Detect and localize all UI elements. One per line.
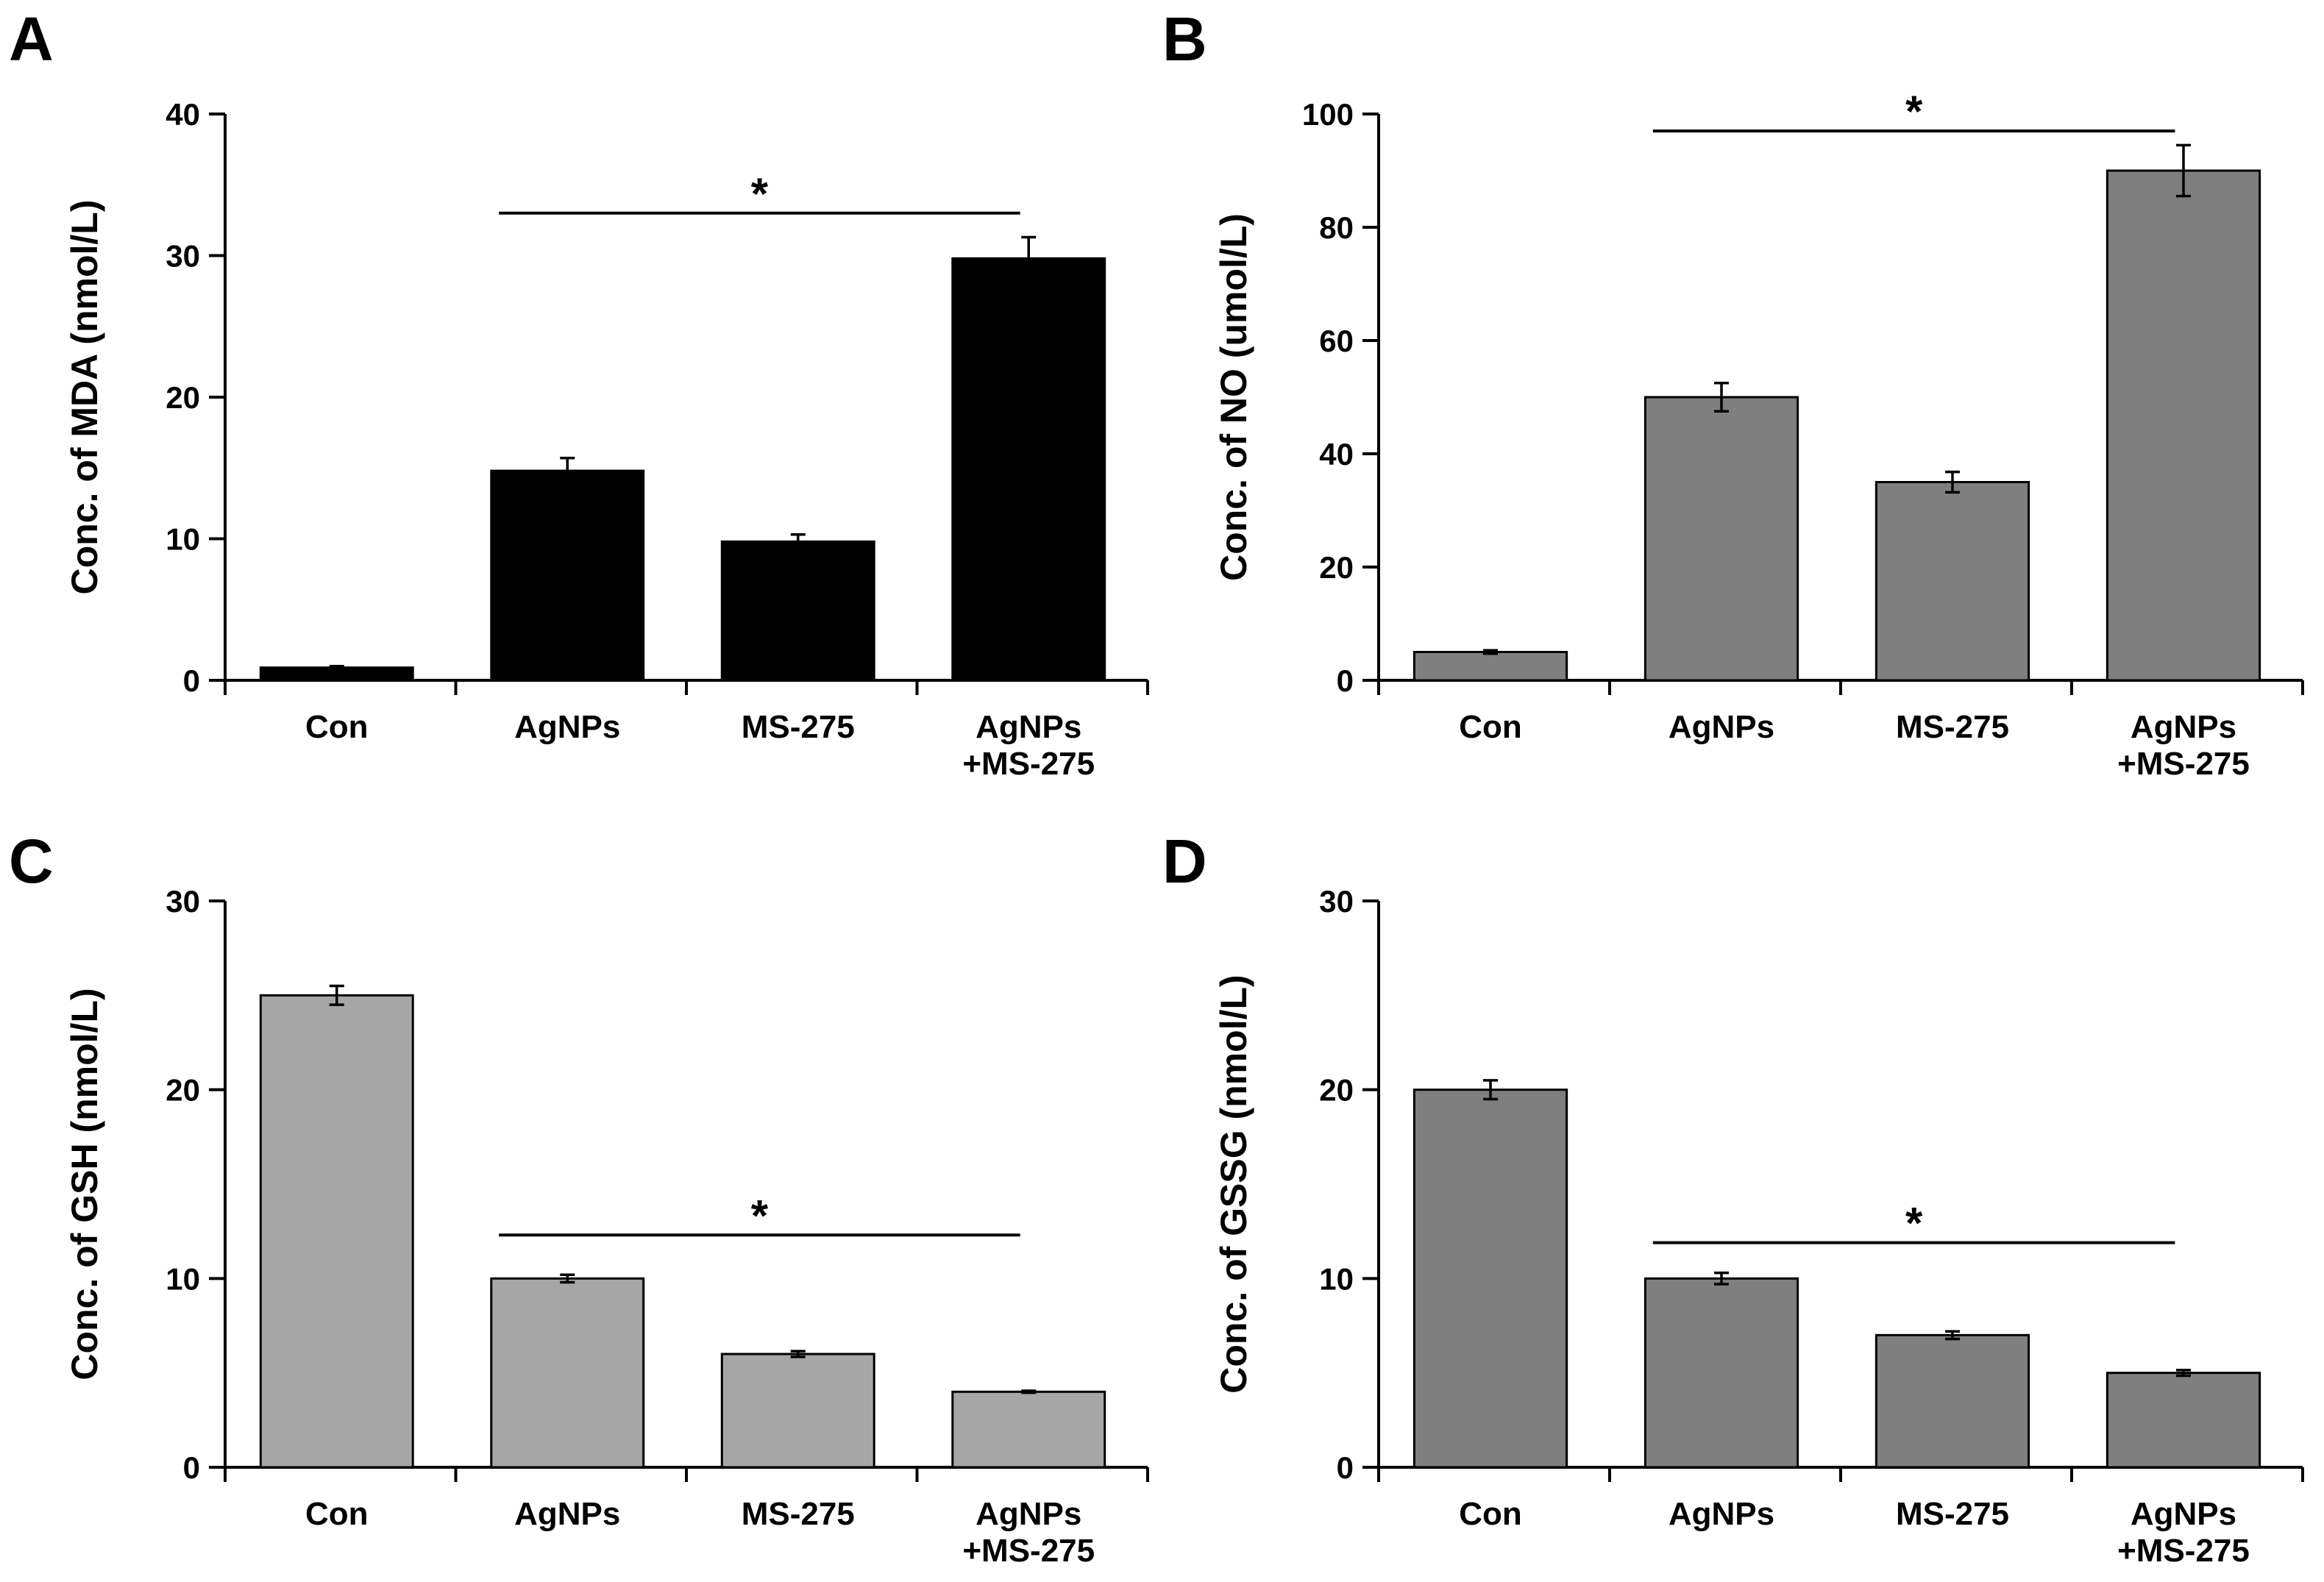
x-category-label: MS-275: [1896, 709, 2009, 745]
x-category-label: MS-275: [742, 709, 855, 745]
x-category-label: AgNPs: [2131, 709, 2236, 745]
y-tick-label: 100: [1302, 97, 1354, 132]
bar-2: [490, 1277, 645, 1469]
y-axis-label: Conc. of NO (umol/L): [1213, 213, 1254, 581]
y-tick-label: 30: [166, 239, 200, 274]
bar-3: [720, 1353, 875, 1469]
y-tick-label: 20: [1319, 550, 1354, 585]
y-tick-label: 10: [1319, 1261, 1354, 1296]
y-tick-label: 40: [1319, 437, 1354, 471]
bar-2: [1643, 396, 1799, 682]
bar-4: [2106, 169, 2261, 682]
significance-star: *: [1905, 1199, 1923, 1248]
y-tick-label: 10: [166, 522, 200, 557]
x-category-label: +MS-275: [962, 1533, 1095, 1569]
y-tick-label: 0: [1337, 1450, 1354, 1485]
y-axis-label: Conc. of GSH (nmol/L): [64, 988, 105, 1380]
x-category-label: MS-275: [742, 1496, 855, 1532]
y-tick-label: 20: [1319, 1073, 1354, 1108]
panel-letter: D: [1162, 827, 1207, 896]
x-category-label: AgNPs: [514, 709, 620, 745]
panel-d: D Conc. of GSSG (nmol/L) 0 10 20 30 Con AgNPs MS…: [1162, 827, 2304, 1569]
x-category-label: AgNPs: [1669, 1496, 1774, 1532]
bar-4: [951, 257, 1106, 682]
bar-3: [1875, 481, 2030, 682]
x-category-label: MS-275: [1896, 1496, 2009, 1532]
x-category-label: Con: [305, 709, 369, 745]
panel-a: A Conc. of MDA (nmol/L) 0 10 20 30 40 Con AgNPs M…: [9, 4, 1149, 782]
x-category-label: Con: [305, 1496, 369, 1532]
panel-letter: C: [9, 827, 54, 896]
x-category-label: +MS-275: [2117, 1533, 2250, 1569]
bar-3: [720, 540, 875, 682]
bar-3: [1875, 1333, 2030, 1469]
x-category-label: +MS-275: [962, 746, 1095, 782]
y-tick-label: 80: [1319, 210, 1354, 245]
bar-1: [1412, 651, 1568, 682]
bar-4: [951, 1390, 1106, 1469]
y-axis-label: Conc. of GSSG (nmol/L): [1213, 975, 1254, 1393]
x-category-label: AgNPs: [1669, 709, 1774, 745]
y-tick-label: 0: [1337, 663, 1354, 698]
y-tick-label: 10: [166, 1261, 200, 1296]
bar-1: [1412, 1088, 1568, 1469]
x-category-label: +MS-275: [2117, 746, 2250, 782]
significance-star: *: [1905, 87, 1923, 136]
y-axis-label: Conc. of MDA (nmol/L): [64, 200, 105, 595]
panel-c: C Conc. of GSH (nmol/L) 0 10 20 30 Con AgNPs MS-…: [9, 827, 1149, 1569]
y-tick-label: 30: [1319, 884, 1354, 919]
x-category-label: AgNPs: [2131, 1496, 2236, 1532]
y-tick-label: 0: [183, 1450, 200, 1485]
bar-1: [259, 994, 414, 1469]
panel-b: B Conc. of NO (umol/L) 0 20 40 60 80 100 Con AgNP…: [1162, 4, 2304, 782]
y-tick-label: 20: [166, 1073, 200, 1108]
bar-2: [490, 469, 645, 682]
y-tick-label: 40: [166, 97, 200, 132]
x-category-label: AgNPs: [976, 709, 1081, 745]
panel-letter: B: [1162, 4, 1207, 74]
panel-letter: A: [9, 4, 54, 74]
y-tick-label: 20: [166, 380, 200, 415]
significance-star: *: [751, 169, 769, 218]
bar-4: [2106, 1372, 2261, 1469]
x-category-label: AgNPs: [514, 1496, 620, 1532]
y-tick-label: 60: [1319, 324, 1354, 358]
significance-star: *: [751, 1191, 769, 1240]
x-category-label: AgNPs: [976, 1496, 1081, 1532]
y-tick-label: 0: [183, 663, 200, 698]
y-tick-label: 30: [166, 884, 200, 919]
x-category-label: Con: [1459, 709, 1522, 745]
bar-2: [1643, 1277, 1799, 1469]
x-category-label: Con: [1459, 1496, 1522, 1532]
